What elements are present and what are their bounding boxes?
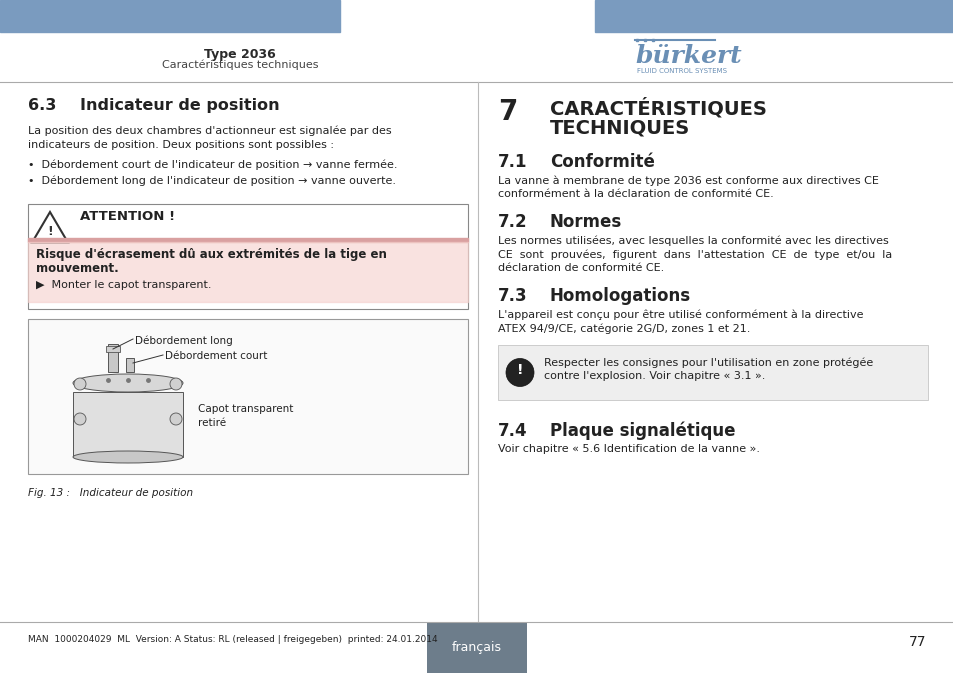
Text: indicateurs de position. Deux positions sont possibles :: indicateurs de position. Deux positions … (28, 140, 334, 150)
Bar (28, 242, 468, 302)
Text: Débordement court: Débordement court (165, 351, 267, 361)
Text: Type 2036: Type 2036 (204, 48, 275, 61)
Ellipse shape (73, 374, 183, 392)
Text: TECHNIQUES: TECHNIQUES (550, 118, 690, 137)
Text: 6.3: 6.3 (28, 98, 56, 113)
Bar (126, 358, 133, 372)
Text: Homologations: Homologations (550, 287, 690, 305)
Text: retiré: retiré (198, 418, 226, 428)
Text: MAN  1000204029  ML  Version: A Status: RL (released | freigegeben)  printed: 24: MAN 1000204029 ML Version: A Status: RL … (28, 635, 437, 644)
Circle shape (74, 378, 86, 390)
Text: !: ! (47, 225, 52, 238)
Text: FLUID CONTROL SYSTEMS: FLUID CONTROL SYSTEMS (637, 68, 726, 74)
Circle shape (505, 359, 534, 386)
Circle shape (170, 413, 182, 425)
Text: Les normes utilisées, avec lesquelles la conformité avec les directives: Les normes utilisées, avec lesquelles la… (497, 235, 888, 246)
Bar (28, 319, 468, 474)
Text: L'appareil est conçu pour être utilisé conformément à la directive: L'appareil est conçu pour être utilisé c… (497, 309, 862, 320)
Text: Caractéristiques techniques: Caractéristiques techniques (162, 60, 318, 71)
Text: déclaration de conformité CE.: déclaration de conformité CE. (497, 263, 663, 273)
Text: CARACTÉRISTIQUES: CARACTÉRISTIQUES (550, 98, 766, 118)
Text: Conformité: Conformité (550, 153, 654, 171)
Text: Débordement long: Débordement long (135, 335, 233, 345)
Bar (73, 392, 183, 457)
Text: ATEX 94/9/CE, catégorie 2G/D, zones 1 et 21.: ATEX 94/9/CE, catégorie 2G/D, zones 1 et… (497, 323, 750, 334)
Text: 7.3: 7.3 (497, 287, 527, 305)
Text: Respecter les consignes pour l'utilisation en zone protégée: Respecter les consignes pour l'utilisati… (543, 357, 872, 367)
Text: Capot transparent: Capot transparent (198, 404, 294, 414)
Text: •  Débordement long de l'indicateur de position → vanne ouverte.: • Débordement long de l'indicateur de po… (28, 176, 395, 186)
Text: •  Débordement court de l'indicateur de position → vanne fermée.: • Débordement court de l'indicateur de p… (28, 160, 397, 170)
Text: Risque d'écrasement dû aux extrémités de la tige en: Risque d'écrasement dû aux extrémités de… (36, 248, 387, 261)
Text: La position des deux chambres d'actionneur est signalée par des: La position des deux chambres d'actionne… (28, 126, 392, 137)
Text: CE  sont  prouvées,  figurent  dans  l'attestation  CE  de  type  et/ou  la: CE sont prouvées, figurent dans l'attest… (497, 249, 891, 260)
Text: mouvement.: mouvement. (36, 262, 118, 275)
Bar (595, 0, 953, 32)
Text: 77: 77 (907, 635, 925, 649)
Bar (497, 345, 927, 400)
Text: bürkert: bürkert (635, 44, 740, 68)
Circle shape (74, 413, 86, 425)
Text: 7.2: 7.2 (497, 213, 527, 231)
Bar (106, 346, 120, 352)
Text: Normes: Normes (550, 213, 621, 231)
Bar (28, 238, 468, 242)
Text: 7: 7 (497, 98, 517, 126)
Text: La vanne à membrane de type 2036 est conforme aux directives CE: La vanne à membrane de type 2036 est con… (497, 175, 878, 186)
Text: français: français (452, 641, 501, 655)
Text: !: ! (517, 363, 522, 378)
Text: ATTENTION !: ATTENTION ! (80, 210, 175, 223)
Text: contre l'explosion. Voir chapitre « 3.1 ».: contre l'explosion. Voir chapitre « 3.1 … (543, 371, 764, 381)
Circle shape (170, 378, 182, 390)
Text: Indicateur de position: Indicateur de position (80, 98, 279, 113)
Text: ▶  Monter le capot transparent.: ▶ Monter le capot transparent. (36, 280, 212, 290)
Text: conformément à la déclaration de conformité CE.: conformément à la déclaration de conform… (497, 189, 773, 199)
Text: Plaque signalétique: Plaque signalétique (550, 422, 735, 441)
Ellipse shape (73, 451, 183, 463)
Text: 7.4: 7.4 (497, 422, 527, 440)
Text: Voir chapitre « 5.6 Identification de la vanne ».: Voir chapitre « 5.6 Identification de la… (497, 444, 760, 454)
Bar (427, 623, 526, 673)
Bar (28, 204, 468, 309)
Text: Fig. 13 :   Indicateur de position: Fig. 13 : Indicateur de position (28, 488, 193, 498)
Text: 7.1: 7.1 (497, 153, 527, 171)
Bar (0, 0, 339, 32)
Bar (108, 344, 118, 372)
